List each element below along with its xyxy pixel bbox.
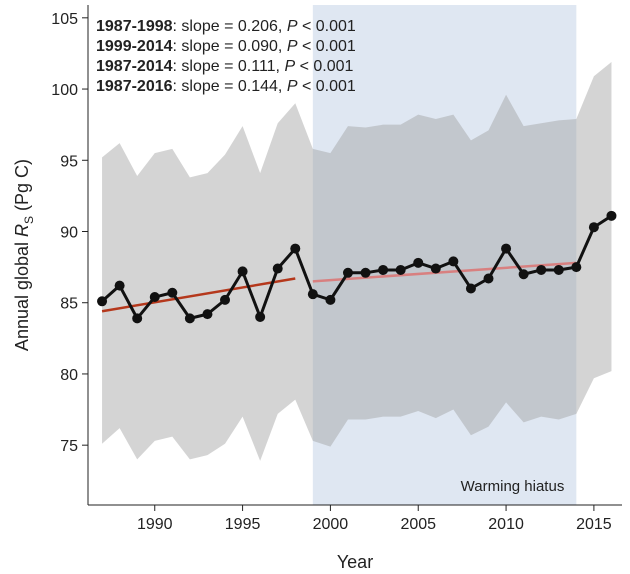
slope-annotation: 1987-2014: slope = 0.111, P < 0.001 [96,58,354,75]
slope-annotation: 1987-1998: slope = 0.206, P < 0.001 [96,18,356,35]
data-point [114,280,125,291]
y-tick-label: 75 [60,438,78,455]
data-point [553,264,564,275]
x-tick-label: 2015 [576,516,612,533]
annotation-text: < 0.001 [295,58,353,75]
data-point [307,289,318,300]
annotation-text: : slope = 0.144, [173,78,287,95]
data-point [184,313,195,324]
x-tick-label: 2005 [400,516,436,533]
annotation-p: P [287,38,298,55]
y-tick-label: 95 [60,153,78,170]
data-point [167,287,178,298]
y-title-subscript: S [22,216,36,224]
annotation-text: : slope = 0.090, [173,38,287,55]
data-point [237,266,248,277]
y-tick-label: 85 [60,296,78,313]
annotation-p: P [284,58,295,75]
y-tick-label: 80 [60,367,78,384]
y-axis-title: Annual global RS (Pg C) [12,159,36,351]
data-point [413,257,424,268]
data-point [272,263,283,274]
data-point [378,264,389,275]
x-tick-label: 2010 [488,516,524,533]
data-point [430,263,441,274]
data-point [395,264,406,275]
data-point [97,296,108,307]
data-point [149,292,160,303]
data-point [220,294,231,305]
trend-line [312,261,577,283]
y-tick-label: 100 [51,82,78,99]
data-point [255,311,266,322]
annotation-text: : slope = 0.206, [173,18,287,35]
data-point [606,210,617,221]
annotation-p: P [287,78,298,95]
data-point [342,267,353,278]
data-point [465,283,476,294]
data-point [571,262,582,273]
y-title-text: Annual global [12,237,32,351]
x-tick-label: 1990 [137,516,173,533]
data-point [501,243,512,254]
data-point [536,264,547,275]
data-point [360,267,371,278]
y-tick-label: 105 [51,11,78,28]
x-axis-title: Year [337,552,373,572]
y-tick-label: 90 [60,224,78,241]
data-point [290,243,301,254]
annotation-period: 1987-1998 [96,18,173,35]
data-point [518,269,529,280]
hiatus-region [312,5,577,505]
data-point [448,256,459,267]
y-title-text: (Pg C) [12,159,32,216]
x-tick-label: 1995 [225,516,261,533]
slope-annotation: 1999-2014: slope = 0.090, P < 0.001 [96,38,356,55]
data-point [325,294,336,305]
annotation-p: P [287,18,298,35]
data-point [588,222,599,233]
annotation-period: 1999-2014 [96,38,173,55]
annotation-period: 1987-2016 [96,78,173,95]
annotation-period: 1987-2014 [96,58,173,75]
data-point [132,313,143,324]
annotation-text: : slope = 0.111, [173,58,285,75]
annotation-text: < 0.001 [298,78,356,95]
hiatus-label: Warming hiatus [461,478,565,495]
data-point [483,273,494,284]
y-title-symbol: R [12,224,32,237]
slope-annotation: 1987-2016: slope = 0.144, P < 0.001 [96,78,356,95]
data-point [202,309,213,320]
x-tick-label: 2000 [313,516,349,533]
uncertainty-band [102,61,612,461]
annotation-text: < 0.001 [298,18,356,35]
trend-line [101,277,296,313]
annotation-text: < 0.001 [298,38,356,55]
